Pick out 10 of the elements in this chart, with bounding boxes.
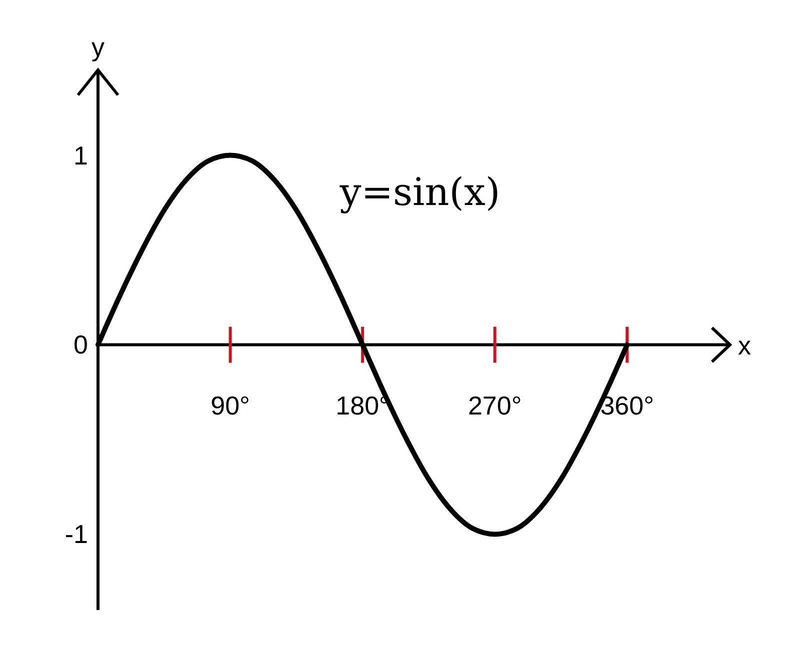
y-tick-label: 1 [74, 140, 88, 170]
y-tick-label: 0 [74, 330, 88, 360]
x-axis-title: x [738, 330, 751, 361]
x-tick-label: 360° [600, 390, 654, 421]
x-tick-label: 180° [336, 390, 390, 421]
annotation: y=sin(x) [338, 170, 500, 214]
y-tick-label: -1 [64, 519, 88, 550]
x-tick-label: 270° [468, 390, 522, 421]
x-tick-label: 90° [210, 390, 250, 421]
y-axis-title: y [92, 32, 104, 62]
